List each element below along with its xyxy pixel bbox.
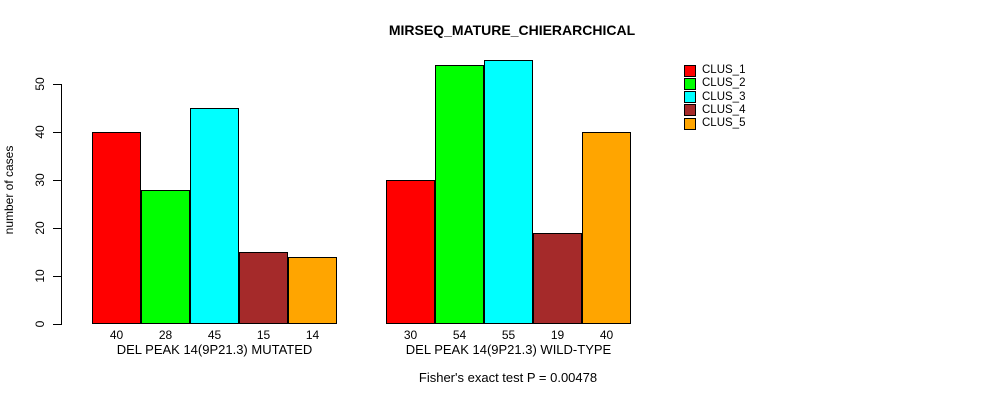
legend-swatch xyxy=(684,117,696,130)
x-axis-group-label: DEL PEAK 14(9P21.3) MUTATED xyxy=(116,342,313,357)
fisher-test-annotation: Fisher's exact test P = 0.00478 xyxy=(418,370,598,385)
legend-swatch xyxy=(684,64,696,77)
legend-item: CLUS_1 xyxy=(684,64,745,77)
y-axis-tick xyxy=(53,324,61,325)
legend-label: CLUS_3 xyxy=(702,90,746,103)
chart-title: MIRSEQ_MATURE_CHIERARCHICAL xyxy=(388,22,636,38)
y-axis-tick xyxy=(53,180,61,181)
bar-value-label: 40 xyxy=(109,328,124,342)
y-axis-tick-label: 0 xyxy=(33,320,47,328)
bar-value-label: 40 xyxy=(599,328,614,342)
y-axis-tick xyxy=(53,132,61,133)
legend-label: CLUS_4 xyxy=(702,103,746,116)
bar-clus_4-group1 xyxy=(239,252,288,324)
bar-value-label: 28 xyxy=(158,328,173,342)
bar-value-label: 15 xyxy=(256,328,271,342)
bar-value-label: 14 xyxy=(305,328,320,342)
bar-clus_4-group2 xyxy=(533,232,582,324)
y-axis-tick-label: 40 xyxy=(33,125,47,139)
bar-clus_2-group2 xyxy=(435,64,484,324)
bar-clus_1-group1 xyxy=(92,132,141,324)
y-axis-tick xyxy=(53,276,61,277)
bar-value-label: 55 xyxy=(501,328,516,342)
bar-value-label: 54 xyxy=(452,328,467,342)
y-axis-tick xyxy=(53,84,61,85)
legend-item: CLUS_5 xyxy=(684,117,745,130)
y-axis-label: number of cases xyxy=(2,145,16,235)
legend-swatch xyxy=(684,91,696,104)
y-axis-tick-label: 10 xyxy=(33,269,47,283)
legend-label: CLUS_2 xyxy=(702,77,746,90)
bar-clus_5-group2 xyxy=(582,132,631,324)
y-axis-tick-label: 20 xyxy=(33,221,47,235)
bar-clus_3-group1 xyxy=(190,108,239,324)
legend-swatch xyxy=(684,104,696,117)
bar-clus_3-group2 xyxy=(484,60,533,324)
legend-label: CLUS_5 xyxy=(702,117,746,130)
bar-clus_2-group1 xyxy=(141,189,190,324)
bar-value-label: 30 xyxy=(403,328,418,342)
bar-clus_5-group1 xyxy=(288,256,337,324)
bar-value-label: 19 xyxy=(550,328,565,342)
x-axis-group-label: DEL PEAK 14(9P21.3) WILD-TYPE xyxy=(405,342,612,357)
legend-label: CLUS_1 xyxy=(702,64,746,76)
legend-swatch xyxy=(684,77,696,90)
legend-item: CLUS_4 xyxy=(684,104,745,117)
bar-clus_1-group2 xyxy=(386,180,435,324)
legend-item: CLUS_3 xyxy=(684,91,745,104)
y-axis-tick-label: 30 xyxy=(33,173,47,187)
y-axis-tick-label: 50 xyxy=(33,77,47,91)
y-axis-line xyxy=(61,84,62,325)
legend-item: CLUS_2 xyxy=(684,77,745,90)
bar-value-label: 45 xyxy=(207,328,222,342)
y-axis-tick xyxy=(53,228,61,229)
